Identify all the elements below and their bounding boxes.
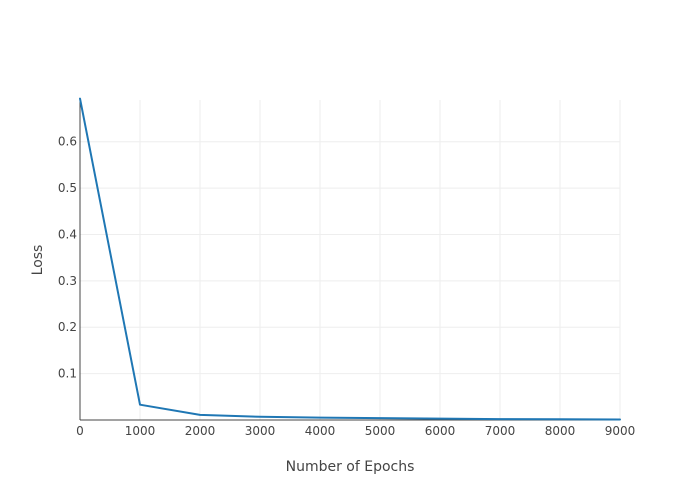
x-tick-label: 5000 <box>365 424 396 438</box>
x-tick-label: 7000 <box>485 424 516 438</box>
y-tick-label: 0.2 <box>58 320 77 334</box>
y-tick-label: 0.5 <box>58 181 77 195</box>
loss-series-line <box>79 97 621 421</box>
y-tick-label: 0.6 <box>58 135 77 149</box>
x-tick-label: 8000 <box>545 424 576 438</box>
x-tick-label: 4000 <box>305 424 336 438</box>
y-tick-label: 0.1 <box>58 367 77 381</box>
x-tick-label: 2000 <box>185 424 216 438</box>
x-tick-label: 3000 <box>245 424 276 438</box>
x-tick-label: 9000 <box>605 424 636 438</box>
y-tick-label: 0.4 <box>58 227 77 241</box>
y-tick-label: 0.3 <box>58 274 77 288</box>
grid-lines <box>80 100 621 420</box>
x-tick-label: 0 <box>76 424 84 438</box>
x-tick-label: 1000 <box>125 424 156 438</box>
series-layer <box>79 97 621 421</box>
tick-labels: 0 1000 2000 3000 4000 5000 6000 7000 8000 9000 0.1… <box>58 135 635 438</box>
x-tick-label: 6000 <box>425 424 456 438</box>
axes <box>79 100 620 421</box>
x-axis-title: Number of Epochs <box>286 459 415 475</box>
y-axis-title: Loss <box>30 245 46 276</box>
